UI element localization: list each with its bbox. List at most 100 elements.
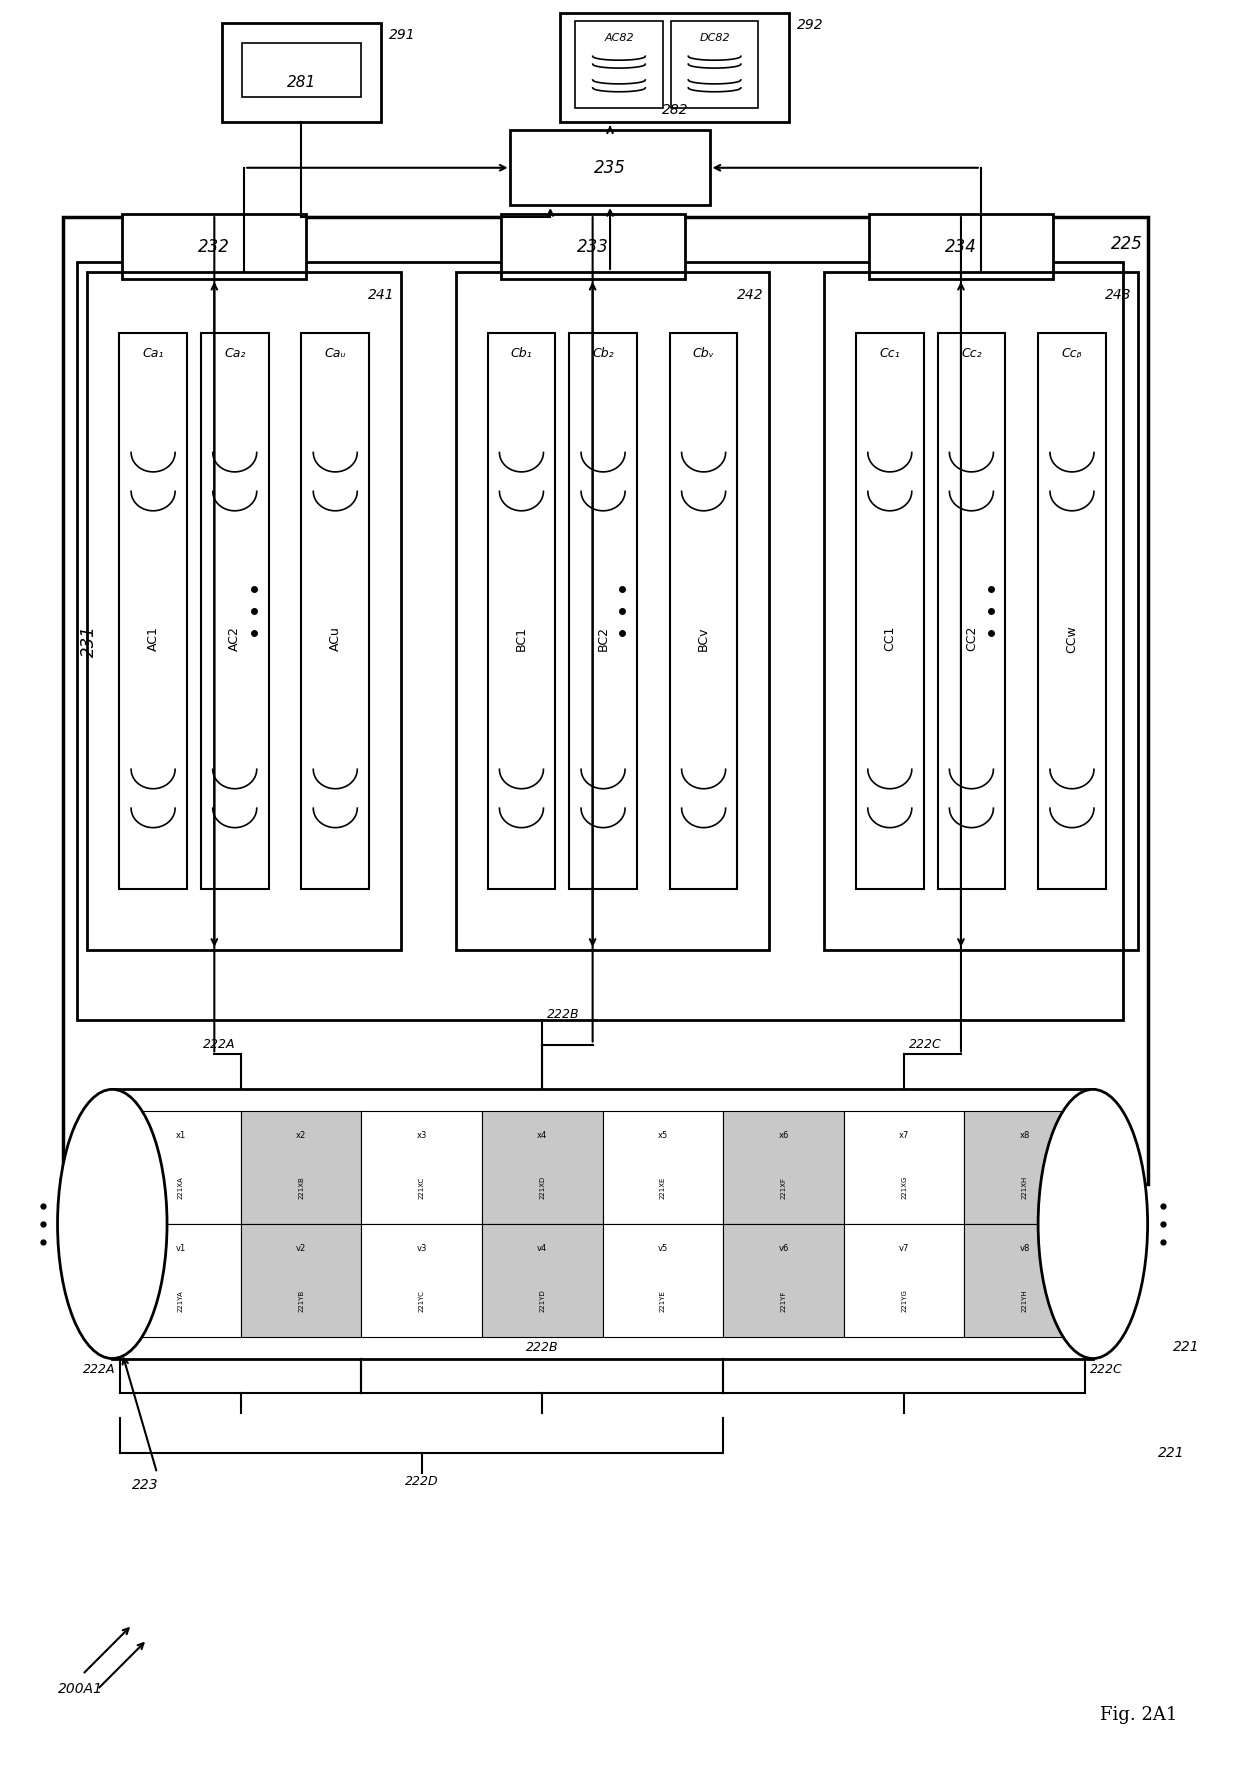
Bar (120, 1111, 241, 1224)
Bar (965, 1224, 1085, 1338)
Text: 221XC: 221XC (419, 1177, 425, 1200)
Text: 243: 243 (1105, 287, 1132, 301)
Text: 221XF: 221XF (780, 1177, 786, 1200)
Text: 222D: 222D (405, 1474, 439, 1488)
Bar (113, 1090, 1092, 1359)
Text: 221XG: 221XG (901, 1177, 906, 1200)
Bar (575, 21, 663, 108)
Bar (301, 333, 370, 890)
Text: BC1: BC1 (515, 626, 528, 650)
Bar (487, 333, 556, 890)
Text: 222C: 222C (909, 1038, 941, 1051)
Text: 200A1: 200A1 (57, 1682, 103, 1696)
Text: 221XD: 221XD (539, 1177, 546, 1200)
Text: 222B: 222B (526, 1341, 558, 1354)
Text: 242: 242 (737, 287, 764, 301)
Text: 221: 221 (1158, 1446, 1184, 1460)
Text: x8: x8 (1019, 1131, 1029, 1139)
Text: 222A: 222A (83, 1363, 115, 1377)
Text: v8: v8 (1019, 1244, 1029, 1253)
Text: 232: 232 (198, 237, 231, 255)
Text: ACu: ACu (329, 626, 342, 650)
Bar (77, 262, 1122, 1019)
Text: Cb₂: Cb₂ (593, 347, 614, 360)
Text: CCw: CCw (1065, 626, 1079, 652)
Bar (869, 214, 1053, 278)
Text: x1: x1 (175, 1131, 186, 1139)
Bar (560, 12, 789, 122)
Text: 221XA: 221XA (177, 1177, 184, 1200)
Bar (482, 1224, 603, 1338)
Text: BC2: BC2 (596, 626, 610, 650)
Text: Cbᵥ: Cbᵥ (693, 347, 714, 360)
Bar (1038, 333, 1106, 890)
Bar (671, 21, 759, 108)
Text: x4: x4 (537, 1131, 547, 1139)
Bar (456, 271, 769, 950)
Text: DC82: DC82 (699, 32, 730, 43)
Text: v4: v4 (537, 1244, 547, 1253)
Bar (361, 1224, 482, 1338)
Text: 281: 281 (286, 74, 316, 90)
Text: v1: v1 (175, 1244, 186, 1253)
Text: 222B: 222B (547, 1008, 580, 1021)
Text: CC2: CC2 (965, 626, 978, 652)
Text: 221YA: 221YA (177, 1290, 184, 1311)
Text: 221YH: 221YH (1022, 1290, 1028, 1313)
Bar (511, 131, 709, 206)
Text: CC1: CC1 (883, 626, 897, 652)
Bar (242, 43, 361, 97)
Text: 221XE: 221XE (660, 1177, 666, 1200)
Text: 221XB: 221XB (298, 1177, 304, 1200)
Bar (723, 1224, 843, 1338)
Bar (222, 23, 381, 122)
Text: 222C: 222C (1090, 1363, 1122, 1377)
Text: AC2: AC2 (228, 626, 242, 650)
Text: 221YE: 221YE (660, 1290, 666, 1311)
Text: 234: 234 (945, 237, 977, 255)
Text: 225: 225 (1111, 236, 1142, 253)
Text: Ccᵦ: Ccᵦ (1061, 347, 1083, 360)
Bar (843, 1111, 965, 1224)
Ellipse shape (57, 1090, 167, 1359)
Text: Caᵤ: Caᵤ (325, 347, 346, 360)
Text: v3: v3 (417, 1244, 427, 1253)
Text: 221YB: 221YB (298, 1290, 304, 1311)
Bar (241, 1224, 361, 1338)
Text: AC82: AC82 (604, 32, 634, 43)
Text: AC1: AC1 (146, 626, 160, 650)
Bar (120, 1224, 241, 1338)
Text: 282: 282 (661, 103, 688, 117)
Text: 223: 223 (133, 1478, 159, 1492)
Bar (937, 333, 1006, 890)
Text: 221YG: 221YG (901, 1290, 906, 1313)
Bar (62, 218, 1148, 1184)
Bar (361, 1111, 482, 1224)
Text: v5: v5 (657, 1244, 668, 1253)
Text: Cc₁: Cc₁ (879, 347, 900, 360)
Bar (241, 1111, 361, 1224)
Bar (856, 333, 924, 890)
Text: 221: 221 (1173, 1340, 1199, 1354)
Text: Ca₁: Ca₁ (143, 347, 164, 360)
Bar (965, 1111, 1085, 1224)
Text: Ca₂: Ca₂ (224, 347, 246, 360)
Text: 235: 235 (594, 159, 626, 177)
Bar (603, 1111, 723, 1224)
Text: Cb₁: Cb₁ (511, 347, 532, 360)
Text: x2: x2 (296, 1131, 306, 1139)
Bar (119, 333, 187, 890)
Text: 221XH: 221XH (1022, 1177, 1028, 1200)
Bar (569, 333, 637, 890)
Bar (670, 333, 738, 890)
Bar (843, 1224, 965, 1338)
Text: 233: 233 (577, 237, 609, 255)
Text: 221YC: 221YC (419, 1290, 425, 1311)
Bar (825, 271, 1137, 950)
Text: x5: x5 (657, 1131, 668, 1139)
Bar (201, 333, 269, 890)
Text: x3: x3 (417, 1131, 427, 1139)
Text: 241: 241 (368, 287, 396, 301)
Text: v7: v7 (899, 1244, 909, 1253)
Text: v6: v6 (779, 1244, 789, 1253)
